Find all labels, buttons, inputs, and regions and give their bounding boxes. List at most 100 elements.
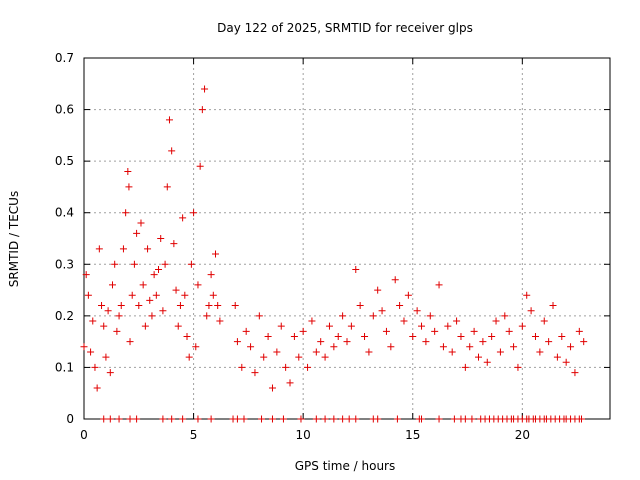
data-point [492, 317, 500, 325]
x-tick-label: 15 [405, 428, 420, 442]
data-point [279, 415, 287, 423]
x-tick-labels: 0 5 10 15 20 [80, 428, 530, 442]
data-point [374, 286, 382, 294]
data-point [104, 307, 112, 315]
data-point [343, 338, 351, 346]
x-tick-label: 0 [80, 428, 88, 442]
data-point [122, 209, 130, 217]
data-point [212, 250, 219, 258]
data-point [457, 332, 465, 340]
data-point [422, 338, 430, 346]
data-point [290, 332, 298, 340]
data-point [91, 363, 99, 371]
data-point [168, 415, 176, 423]
data-point [179, 415, 187, 423]
data-point [501, 312, 509, 320]
data-point [510, 343, 518, 351]
data-point [580, 338, 588, 346]
data-point [297, 415, 305, 423]
data-point [130, 260, 138, 268]
data-point [190, 209, 198, 217]
y-tick-label: 0.5 [55, 154, 74, 168]
data-point [475, 353, 482, 361]
chart-title: Day 122 of 2025, SRMTID for receiver glp… [217, 21, 473, 35]
data-point [361, 332, 369, 340]
data-point [562, 358, 570, 366]
data-point [413, 307, 421, 315]
data-point [461, 415, 469, 423]
data-point [347, 322, 355, 330]
grid [84, 58, 610, 419]
data-point [268, 415, 276, 423]
data-point [137, 219, 145, 227]
data-point [578, 415, 586, 423]
data-point [387, 343, 395, 351]
data-point [571, 369, 579, 377]
data-point [339, 415, 347, 423]
data-point [233, 338, 241, 346]
data-point [161, 260, 169, 268]
data-point [209, 291, 217, 299]
data-point [183, 332, 191, 340]
data-point [176, 302, 184, 310]
data-point [108, 281, 116, 289]
data-point [115, 312, 123, 320]
data-point [119, 245, 127, 253]
data-point [84, 291, 92, 299]
y-tick-label: 0.2 [55, 309, 74, 323]
data-point [251, 369, 259, 377]
data-point [207, 271, 215, 279]
data-point [426, 312, 434, 320]
data-point [264, 332, 272, 340]
data-point [450, 415, 458, 423]
data-point [321, 415, 329, 423]
data-point [549, 302, 557, 310]
data-point [141, 322, 149, 330]
data-point [258, 415, 266, 423]
data-point [124, 167, 132, 175]
data-point [93, 384, 101, 392]
data-point [369, 312, 377, 320]
data-point [260, 353, 268, 361]
y-tick-label: 0.1 [55, 360, 74, 374]
data-point [378, 307, 386, 315]
data-point [435, 415, 443, 423]
data-point [125, 183, 133, 191]
data-point [461, 363, 469, 371]
data-point [518, 322, 526, 330]
data-point [431, 327, 439, 335]
data-point [268, 384, 276, 392]
data-point [277, 322, 285, 330]
data-point [216, 317, 224, 325]
data-point [152, 291, 160, 299]
data-point [527, 307, 535, 315]
data-point [514, 363, 522, 371]
data-point [575, 327, 583, 335]
data-point [409, 332, 417, 340]
data-point [439, 343, 447, 351]
data-point [139, 281, 147, 289]
data-point [435, 281, 443, 289]
data-point [115, 415, 123, 423]
data-point [135, 302, 143, 310]
data-point [133, 229, 141, 237]
data-point [523, 291, 531, 299]
data-point [330, 343, 338, 351]
data-point [117, 302, 125, 310]
data-point [205, 302, 213, 310]
data-point [536, 348, 544, 356]
data-point [505, 327, 513, 335]
data-point [242, 327, 250, 335]
data-point [352, 265, 360, 273]
data-point [146, 296, 154, 304]
data-point [444, 322, 452, 330]
data-point [247, 343, 255, 351]
data-point [312, 415, 320, 423]
data-point [330, 415, 338, 423]
y-tick-label: 0.4 [55, 206, 74, 220]
data-point [325, 322, 333, 330]
data-point [321, 353, 329, 361]
data-point [312, 348, 320, 356]
x-tick-label: 10 [296, 428, 311, 442]
